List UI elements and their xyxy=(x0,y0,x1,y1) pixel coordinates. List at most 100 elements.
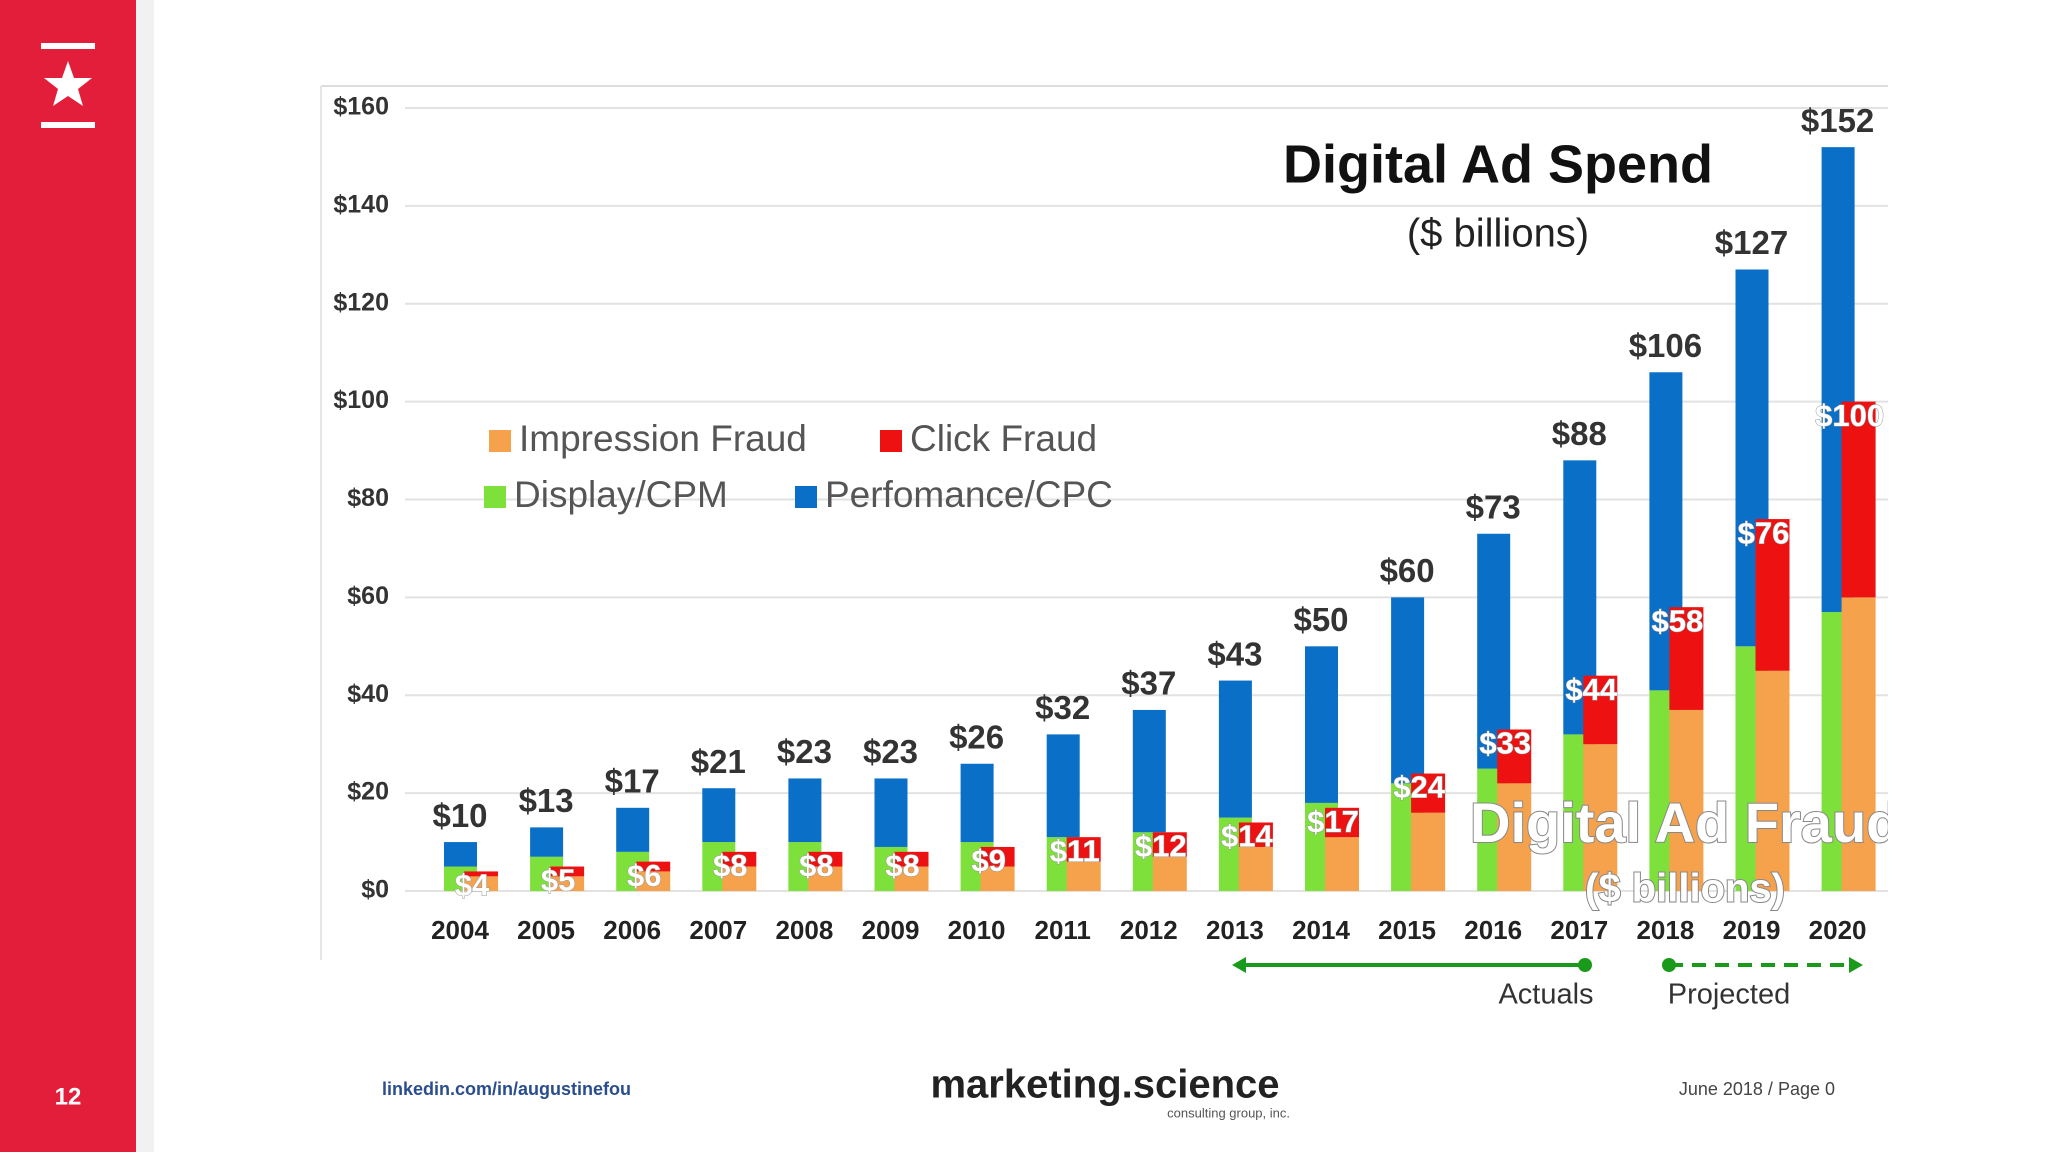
x-tick-label: 2017 xyxy=(1550,915,1608,945)
spend-total-label: $23 xyxy=(863,733,918,770)
bar-segment xyxy=(530,827,564,857)
x-tick-label: 2006 xyxy=(603,915,661,945)
bar-segment xyxy=(1411,773,1446,813)
x-tick-label: 2012 xyxy=(1120,915,1178,945)
spend-total-label: $73 xyxy=(1466,488,1521,525)
spend-total-label: $88 xyxy=(1552,415,1607,452)
bar-segment xyxy=(722,851,757,867)
bar-segment xyxy=(1238,846,1273,891)
bar-segment xyxy=(550,876,585,891)
footer-brand-sub: consulting group, inc. xyxy=(1167,1105,1290,1120)
legend-swatch xyxy=(484,486,506,508)
bar-segment xyxy=(1218,680,1252,818)
bar-segment xyxy=(464,871,498,877)
x-tick-label: 2004 xyxy=(431,915,489,945)
fraud-total-label: $5 xyxy=(541,863,575,898)
fraud-total-label: $33 xyxy=(1479,726,1531,761)
footer-brand: marketing.science xyxy=(930,1063,1279,1107)
bar-segment xyxy=(980,866,1015,891)
y-tick-label: $140 xyxy=(333,190,389,218)
spend-total-label: $13 xyxy=(519,782,574,819)
spend-total-label: $10 xyxy=(432,797,487,834)
legend-swatch xyxy=(880,430,902,452)
y-tick-label: $60 xyxy=(347,582,389,610)
bar-segment xyxy=(1583,744,1618,891)
fraud-total-label: $8 xyxy=(713,848,747,883)
fraud-total-label: $58 xyxy=(1652,603,1704,638)
logo xyxy=(41,43,95,128)
spend-total-label: $17 xyxy=(605,763,660,800)
legend-swatch xyxy=(795,486,817,508)
spend-total-label: $23 xyxy=(777,733,832,770)
slide-number: 12 xyxy=(55,1083,82,1110)
y-tick-label: $160 xyxy=(333,93,389,121)
fraud-total-label: $100 xyxy=(1815,398,1884,433)
bar-segment xyxy=(960,763,994,843)
spend-total-label: $26 xyxy=(949,718,1004,755)
bar-segment xyxy=(894,866,929,891)
legend-swatch xyxy=(489,430,511,452)
footer-date: June 2018 / Page 0 xyxy=(1679,1079,1835,1099)
x-tick-label: 2018 xyxy=(1636,915,1694,945)
fraud-total-label: $6 xyxy=(627,858,661,893)
spend-total-label: $21 xyxy=(691,743,746,780)
chart-title: Digital Ad Spend xyxy=(1283,134,1713,194)
y-tick-label: $80 xyxy=(347,484,389,512)
bar-segment xyxy=(1841,597,1876,891)
sidebar xyxy=(0,0,136,1152)
fraud-total-label: $8 xyxy=(885,848,919,883)
bar-segment xyxy=(1411,812,1446,891)
fraud-total-label: $76 xyxy=(1738,515,1790,550)
spend-total-label: $60 xyxy=(1380,552,1435,589)
projected-label: Projected xyxy=(1668,979,1791,1011)
x-tick-label: 2013 xyxy=(1206,915,1264,945)
fraud-total-label: $17 xyxy=(1307,804,1359,839)
bar-segment xyxy=(1497,729,1532,784)
bar-segment xyxy=(1755,519,1790,671)
bar-segment xyxy=(444,842,477,867)
footer-link: linkedin.com/in/augustinefou xyxy=(382,1079,631,1099)
y-tick-label: $100 xyxy=(333,386,389,414)
x-tick-label: 2009 xyxy=(862,915,920,945)
bar-segment xyxy=(722,866,757,891)
x-tick-label: 2019 xyxy=(1723,915,1781,945)
spend-total-label: $50 xyxy=(1293,601,1348,638)
y-tick-label: $120 xyxy=(333,288,389,316)
y-tick-label: $40 xyxy=(347,680,389,708)
bar-segment xyxy=(702,788,736,843)
legend-label: Click Fraud xyxy=(910,418,1097,459)
plot: $4 $5 $6 $8 $8 $8 $9 $11 $12 $14 $17 $24 $33 $44 $58 $7… xyxy=(405,107,1900,912)
bar-segment xyxy=(1152,832,1187,857)
spend-total-label: $43 xyxy=(1207,635,1262,672)
sidebar-edge xyxy=(136,0,154,1152)
fraud-title: Digital Ad Fraud xyxy=(1470,791,1900,854)
bar-segment xyxy=(1325,837,1359,891)
bar-segment xyxy=(1391,597,1425,784)
x-tick-label: 2016 xyxy=(1464,915,1522,945)
spend-total-label: $106 xyxy=(1629,327,1702,364)
bar-segment xyxy=(1583,675,1618,745)
bar-segment xyxy=(636,871,671,891)
fraud-total-label: $4 xyxy=(455,868,490,903)
bar-segment xyxy=(1669,709,1704,891)
bar-segment xyxy=(1132,709,1166,833)
x-tick-label: 2014 xyxy=(1292,915,1350,945)
fraud-total-label: $12 xyxy=(1135,828,1187,863)
actuals-label: Actuals xyxy=(1498,979,1593,1011)
x-tick-label: 2010 xyxy=(948,915,1006,945)
bar-segment xyxy=(616,807,650,852)
bar-segment xyxy=(464,876,498,891)
bar-segment xyxy=(1066,861,1101,891)
y-tick-label: $0 xyxy=(361,876,389,904)
bar-segment xyxy=(808,866,843,891)
legend-label: Display/CPM xyxy=(514,474,728,515)
period-arrows xyxy=(1232,957,1863,973)
legend-label: Impression Fraud xyxy=(519,418,807,459)
x-tick-label: 2005 xyxy=(517,915,575,945)
bar-segment xyxy=(1755,670,1790,891)
x-tick-label: 2020 xyxy=(1809,915,1867,945)
fraud-total-label: $8 xyxy=(799,848,833,883)
spend-total-label: $32 xyxy=(1035,689,1090,726)
bar-segment xyxy=(636,861,671,872)
bar-segment xyxy=(550,866,585,877)
